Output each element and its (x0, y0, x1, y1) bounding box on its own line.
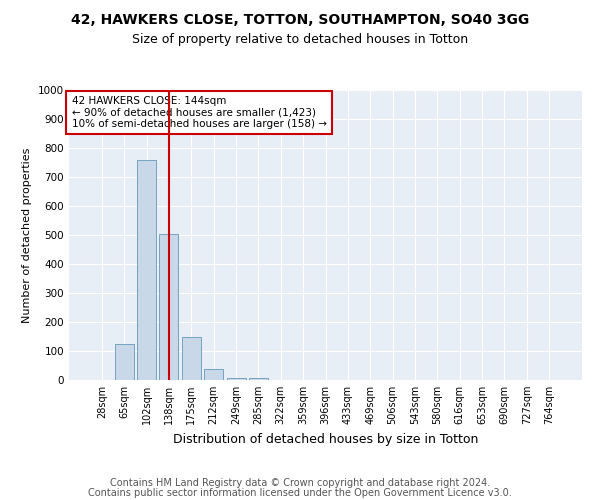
Text: Contains public sector information licensed under the Open Government Licence v3: Contains public sector information licen… (88, 488, 512, 498)
Bar (204, 370, 223, 380)
Text: 42 HAWKERS CLOSE: 144sqm
← 90% of detached houses are smaller (1,423)
10% of sem: 42 HAWKERS CLOSE: 144sqm ← 90% of detach… (71, 96, 326, 129)
Text: 42, HAWKERS CLOSE, TOTTON, SOUTHAMPTON, SO40 3GG: 42, HAWKERS CLOSE, TOTTON, SOUTHAMPTON, … (71, 12, 529, 26)
Text: Contains HM Land Registry data © Crown copyright and database right 2024.: Contains HM Land Registry data © Crown c… (110, 478, 490, 488)
Text: Size of property relative to detached houses in Totton: Size of property relative to detached ho… (132, 32, 468, 46)
Bar (249, 378, 268, 380)
Bar (227, 378, 245, 380)
Y-axis label: Number of detached properties: Number of detached properties (22, 148, 32, 322)
Bar (137, 160, 156, 380)
Bar (182, 336, 201, 380)
X-axis label: Distribution of detached houses by size in Totton: Distribution of detached houses by size … (173, 432, 478, 446)
Bar (115, 344, 134, 380)
Bar (160, 234, 178, 380)
